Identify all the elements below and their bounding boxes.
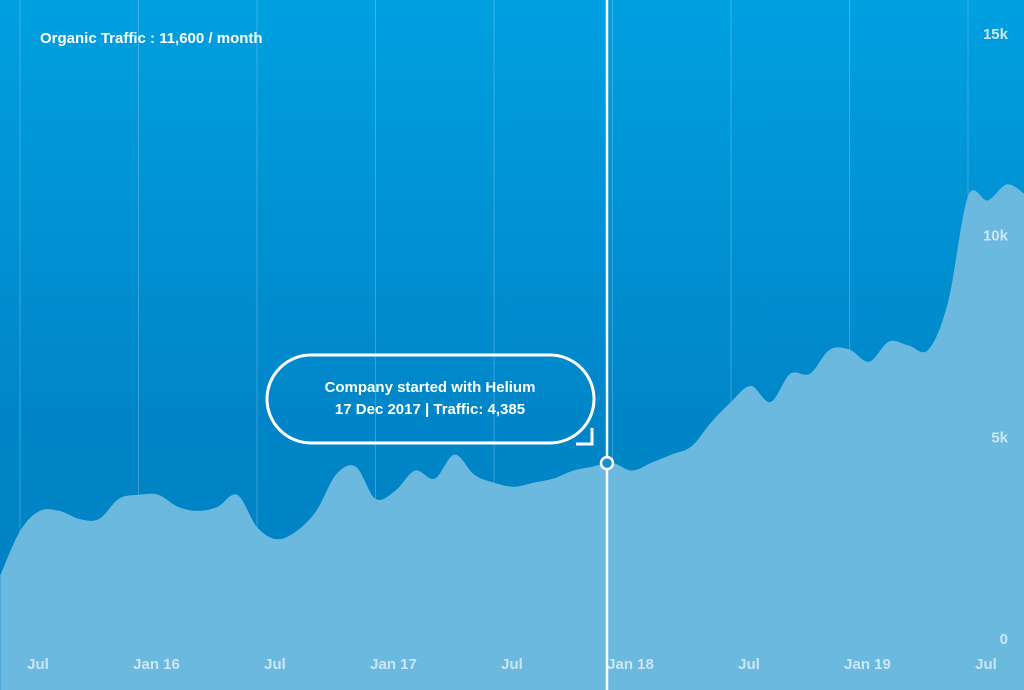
highlight-point bbox=[599, 455, 615, 471]
annotation: Company started with Helium 17 Dec 2017 … bbox=[265, 0, 609, 690]
x-tick-label: Jan 16 bbox=[133, 656, 180, 673]
y-tick-label: 5k bbox=[991, 429, 1008, 446]
y-tick-label: 15k bbox=[983, 26, 1009, 43]
x-tick-label: Jul bbox=[264, 656, 286, 673]
annotation-text: 17 Dec 2017 | Traffic: 4,385 bbox=[335, 401, 525, 418]
annotation-corner bbox=[576, 428, 594, 446]
area bbox=[0, 184, 1024, 690]
y-tick-label: 10k bbox=[983, 228, 1009, 245]
labels: 0 5k 10k 15k Jul Jan 16 Jul Jan 17 Jul Jan 18 Jul J… bbox=[27, 26, 1008, 673]
x-tick-label: Jul bbox=[975, 656, 997, 673]
x-tick-label: Jul bbox=[27, 656, 49, 673]
chart-title: Organic Traffic : 11,600 / month bbox=[40, 30, 263, 47]
x-tick-label: Jul bbox=[501, 656, 523, 673]
x-tick-label: Jan 18 bbox=[607, 656, 654, 673]
plot bbox=[0, 184, 1024, 690]
annotation-box bbox=[265, 353, 596, 445]
x-tick-label: Jan 17 bbox=[370, 656, 417, 673]
y-tick-label: 0 bbox=[1000, 631, 1008, 648]
annotation-text: Company started with Helium bbox=[325, 379, 536, 396]
x-tick-label: Jan 19 bbox=[844, 656, 891, 673]
x-tick-label: Jul bbox=[738, 656, 760, 673]
